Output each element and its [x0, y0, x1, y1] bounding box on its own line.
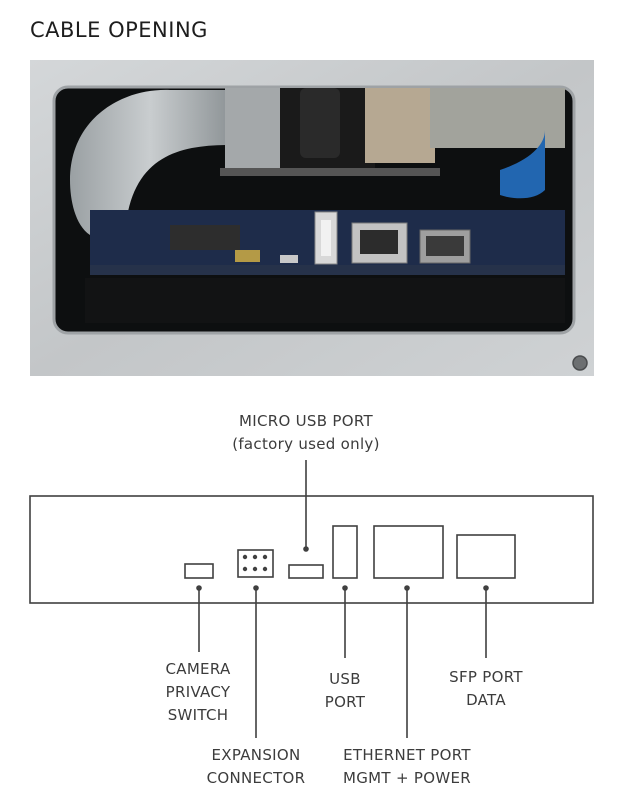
photo-screw — [572, 355, 588, 371]
usb-port-shape — [332, 525, 358, 579]
usb-label-line1: USB — [329, 670, 361, 688]
photo-connector-pins — [235, 250, 260, 262]
micro-usb-label: MICRO USB PORT (factory used only) — [206, 410, 406, 456]
photo-bracket — [225, 88, 285, 168]
sfp-label-line1: SFP PORT — [449, 668, 523, 686]
camera-label: CAMERA PRIVACY SWITCH — [148, 658, 248, 727]
expansion-label-line1: EXPANSION — [211, 746, 301, 764]
micro-usb-shape — [288, 564, 324, 579]
ethernet-label: ETHERNET PORT MGMT + POWER — [337, 744, 477, 790]
sfp-label-line2: DATA — [466, 691, 506, 709]
sfp-label: SFP PORT DATA — [431, 666, 541, 712]
camera-label-line3: SWITCH — [167, 706, 229, 724]
micro-usb-label-line2: (factory used only) — [232, 435, 380, 453]
camera-label-line1: CAMERA — [165, 660, 231, 678]
ethernet-label-line1: ETHERNET PORT — [343, 746, 471, 764]
camera-dot — [196, 585, 202, 591]
camera-switch-shape — [184, 563, 214, 579]
photo-mechanism-block — [365, 88, 435, 163]
cable-opening-photo — [30, 60, 594, 376]
photo-blue-cable — [500, 130, 545, 199]
sfp-dot — [483, 585, 489, 591]
usb-dot — [342, 585, 348, 591]
photo-chip — [170, 225, 240, 250]
expansion-connector-shape — [237, 549, 274, 578]
photo-rod — [220, 168, 440, 176]
photo-ribbon-cable — [70, 89, 230, 235]
camera-label-line2: PRIVACY — [165, 683, 231, 701]
expansion-dot — [253, 585, 259, 591]
usb-label-line2: PORT — [324, 693, 366, 711]
photo-micro-usb — [280, 255, 298, 263]
panel-outline — [29, 495, 594, 604]
expansion-label: EXPANSION CONNECTOR — [196, 744, 316, 790]
ethernet-port-shape — [373, 525, 444, 579]
ethernet-label-line2: MGMT + POWER — [343, 769, 471, 787]
micro-usb-label-line1: MICRO USB PORT — [239, 412, 373, 430]
sfp-port-shape — [456, 534, 516, 579]
photo-mechanism-gear — [300, 88, 340, 158]
photo-pcb-edge — [90, 265, 565, 275]
ethernet-dot — [404, 585, 410, 591]
micro-usb-dot — [303, 546, 309, 552]
usb-label: USB PORT — [305, 668, 385, 714]
photo-mechanism-right — [430, 88, 565, 148]
photo-lower-cavity — [85, 278, 565, 323]
page-title: CABLE OPENING — [30, 18, 208, 42]
expansion-label-line2: CONNECTOR — [206, 769, 306, 787]
